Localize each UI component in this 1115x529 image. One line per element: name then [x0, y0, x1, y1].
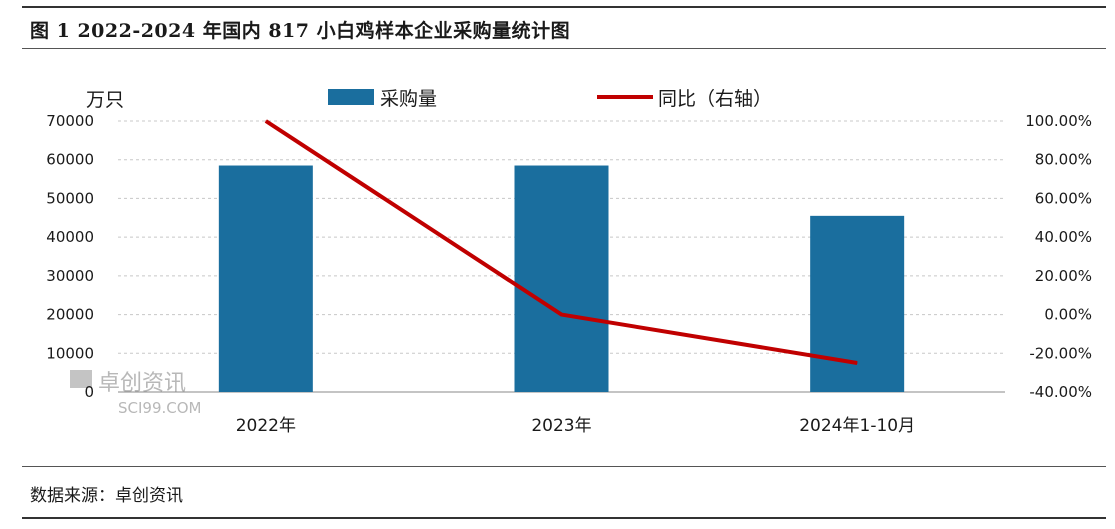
watermark-en: SCI99.COM	[118, 399, 202, 417]
left-tick-label: 0	[84, 383, 94, 401]
legend-swatch-bar	[328, 89, 374, 105]
right-tick-label: 60.00%	[1035, 189, 1092, 207]
right-axis: 100.00% 80.00% 60.00% 40.00% 20.00% 0.00% -20.…	[1025, 112, 1092, 401]
right-tick-label: -20.00%	[1029, 344, 1092, 362]
left-tick-label: 40000	[46, 228, 94, 246]
x-category-label: 2024年1-10月	[799, 416, 915, 436]
source-rule-bottom	[22, 517, 1106, 519]
bar	[514, 165, 609, 392]
bar	[810, 215, 905, 392]
right-tick-label: 20.00%	[1035, 267, 1092, 285]
x-category-label: 2023年	[531, 416, 591, 436]
title-rule	[22, 48, 1106, 49]
watermark-logo-icon	[70, 370, 92, 388]
x-category-label: 2022年	[236, 416, 296, 436]
right-tick-label: 80.00%	[1035, 151, 1092, 169]
left-tick-label: 60000	[46, 151, 94, 169]
figure-title: 图 1 2022-2024 年国内 817 小白鸡样本企业采购量统计图	[30, 20, 571, 42]
yoy-point	[856, 362, 858, 364]
right-tick-label: 0.00%	[1044, 306, 1092, 324]
legend-label-bar: 采购量	[380, 88, 437, 110]
yoy-point	[265, 120, 267, 122]
bars	[218, 165, 905, 392]
right-tick-label: 40.00%	[1035, 228, 1092, 246]
left-axis: 万只 70000 60000 50000 40000 30000 20000 10000 0	[46, 89, 124, 401]
source-rule-top	[22, 466, 1106, 467]
left-tick-label: 50000	[46, 189, 94, 207]
legend-label-line: 同比（右轴）	[658, 88, 772, 110]
top-rule	[22, 6, 1106, 8]
left-tick-label: 70000	[46, 112, 94, 130]
legend: 采购量 同比（右轴）	[328, 88, 772, 110]
yoy-line-layer	[264, 119, 858, 365]
yoy-point	[561, 314, 562, 316]
left-tick-label: 20000	[46, 306, 94, 324]
right-tick-label: -40.00%	[1029, 383, 1092, 401]
right-tick-label: 100.00%	[1025, 112, 1092, 130]
source-note: 数据来源：卓创资讯	[30, 486, 183, 506]
left-tick-label: 10000	[46, 344, 94, 362]
x-axis: 2022年 2023年 2024年1-10月	[236, 416, 915, 436]
left-axis-unit: 万只	[86, 89, 124, 111]
bar	[218, 165, 313, 392]
left-tick-label: 30000	[46, 267, 94, 285]
